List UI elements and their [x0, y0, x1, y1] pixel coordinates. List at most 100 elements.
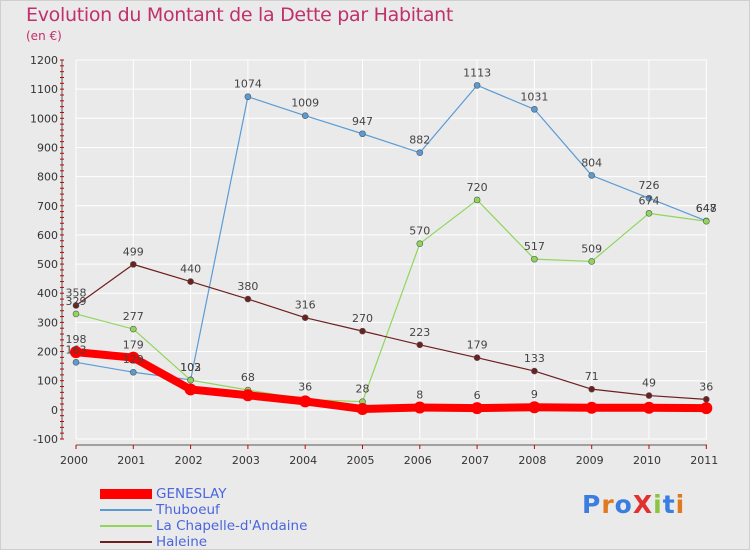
series-line-la-chapelle-d-andaine	[75, 199, 707, 403]
x-tick-label: 2004	[289, 454, 317, 467]
y-tick-label: 600	[37, 229, 58, 242]
data-label: 36	[699, 380, 713, 393]
point-haleine	[301, 314, 309, 322]
axes: -100 0 100 200 300 400 500 600 700 800 900 1000 1100…	[30, 54, 718, 467]
point-thuboeuf	[645, 194, 653, 202]
data-label: 223	[409, 326, 430, 339]
x-tick-label: 2005	[347, 454, 375, 467]
y-tick-label: 0	[51, 404, 58, 417]
data-label: 882	[409, 134, 430, 147]
data-label: 102	[180, 361, 201, 374]
point-geneslay	[528, 401, 541, 414]
point-haleine	[531, 367, 538, 375]
data-label: 68	[241, 371, 255, 384]
legend-swatch	[100, 509, 152, 511]
data-label: 380	[237, 280, 258, 293]
data-label: 28	[356, 383, 370, 396]
logo-letter: P	[582, 490, 602, 519]
legend-label: La Chapelle-d'Andaine	[156, 518, 308, 534]
data-label: 163	[66, 343, 87, 356]
data-label: 440	[180, 263, 201, 276]
y-tick-label: 200	[37, 346, 58, 359]
point-la-chapelle-d-andaine	[588, 258, 596, 265]
data-label: 198	[66, 333, 87, 346]
x-tick-label: 2000	[60, 454, 88, 467]
point-la-chapelle-d-andaine	[416, 240, 424, 247]
x-tick-label: 2009	[576, 454, 604, 467]
point-haleine	[645, 392, 653, 399]
point-geneslay	[241, 389, 254, 402]
y-tick-label: -100	[33, 433, 58, 446]
data-label: 804	[581, 156, 602, 169]
data-label: 358	[66, 286, 87, 299]
data-label: 1113	[463, 66, 491, 79]
data-label: 71	[585, 370, 599, 383]
point-haleine	[359, 327, 366, 335]
data-label: 270	[352, 312, 373, 325]
y-tick-label: 500	[37, 258, 58, 271]
data-label: 647	[696, 202, 717, 215]
logo-letter: r	[601, 490, 615, 519]
legend-label: Thuboeuf	[156, 502, 220, 518]
y-tick-label: 300	[37, 316, 58, 329]
data-label: 36	[298, 380, 312, 393]
point-la-chapelle-d-andaine	[702, 217, 710, 225]
legend-item-la-chapelle-d-andaine: La Chapelle-d'Andaine	[100, 518, 340, 534]
logo-letter: X	[632, 490, 654, 519]
point-geneslay	[356, 402, 369, 415]
point-la-chapelle-d-andaine	[187, 376, 194, 384]
data-label: 674	[639, 194, 660, 207]
x-tick-label: 2010	[633, 454, 661, 467]
point-haleine	[244, 295, 252, 303]
data-label: 720	[467, 181, 488, 194]
data-label: 726	[639, 179, 660, 192]
point-geneslay	[70, 346, 82, 359]
data-label: 1031	[520, 90, 548, 103]
legend-swatch	[100, 525, 152, 527]
y-tick-label: 1100	[30, 83, 58, 96]
point-thuboeuf	[72, 359, 80, 366]
x-tick-label: 2003	[232, 454, 260, 467]
series-line-haleine	[75, 263, 707, 400]
point-la-chapelle-d-andaine	[72, 310, 80, 318]
grid	[75, 59, 707, 440]
logo-letter: t	[662, 490, 676, 519]
point-thuboeuf	[416, 149, 424, 157]
proxiti-logo: ProXiti	[582, 490, 685, 519]
data-label: 1009	[291, 97, 319, 110]
point-geneslay	[299, 395, 312, 408]
point-la-chapelle-d-andaine	[531, 255, 538, 263]
data-label: 277	[123, 310, 144, 323]
logo-letter: o	[614, 490, 633, 519]
legend-item-geneslay: GENESLAY	[100, 486, 340, 502]
legend: GENESLAY Thuboeuf La Chapelle-d'Andaine Hal…	[100, 486, 340, 550]
data-label: 499	[123, 245, 144, 258]
point-haleine	[702, 396, 710, 403]
data-label: 1074	[234, 78, 262, 91]
point-la-chapelle-d-andaine	[645, 210, 653, 217]
legend-label: GENESLAY	[156, 486, 227, 502]
point-thuboeuf	[301, 112, 309, 119]
data-labels: 198 179 8 6 9 163 129 103 1074 1009 947 882 1113 1031…	[66, 66, 717, 402]
point-haleine	[187, 278, 194, 285]
data-label: 49	[642, 377, 656, 390]
point-thuboeuf	[531, 105, 538, 113]
point-geneslay	[700, 402, 713, 415]
point-geneslay	[184, 383, 197, 396]
data-label: 103	[180, 361, 201, 374]
point-haleine	[473, 354, 481, 361]
point-thuboeuf	[130, 368, 137, 376]
data-label: 179	[123, 339, 144, 352]
point-geneslay	[585, 401, 598, 414]
legend-item-thuboeuf: Thuboeuf	[100, 502, 340, 518]
y-tick-label: 400	[37, 287, 58, 300]
data-label: 329	[66, 295, 87, 308]
x-tick-label: 2008	[518, 454, 546, 467]
y-tick-label: 900	[37, 141, 58, 154]
x-tick-label: 2007	[461, 454, 489, 467]
point-haleine	[72, 302, 80, 309]
data-label: 570	[409, 225, 430, 238]
x-tick-label: 2001	[117, 454, 145, 467]
series-line-thuboeuf	[75, 84, 707, 381]
